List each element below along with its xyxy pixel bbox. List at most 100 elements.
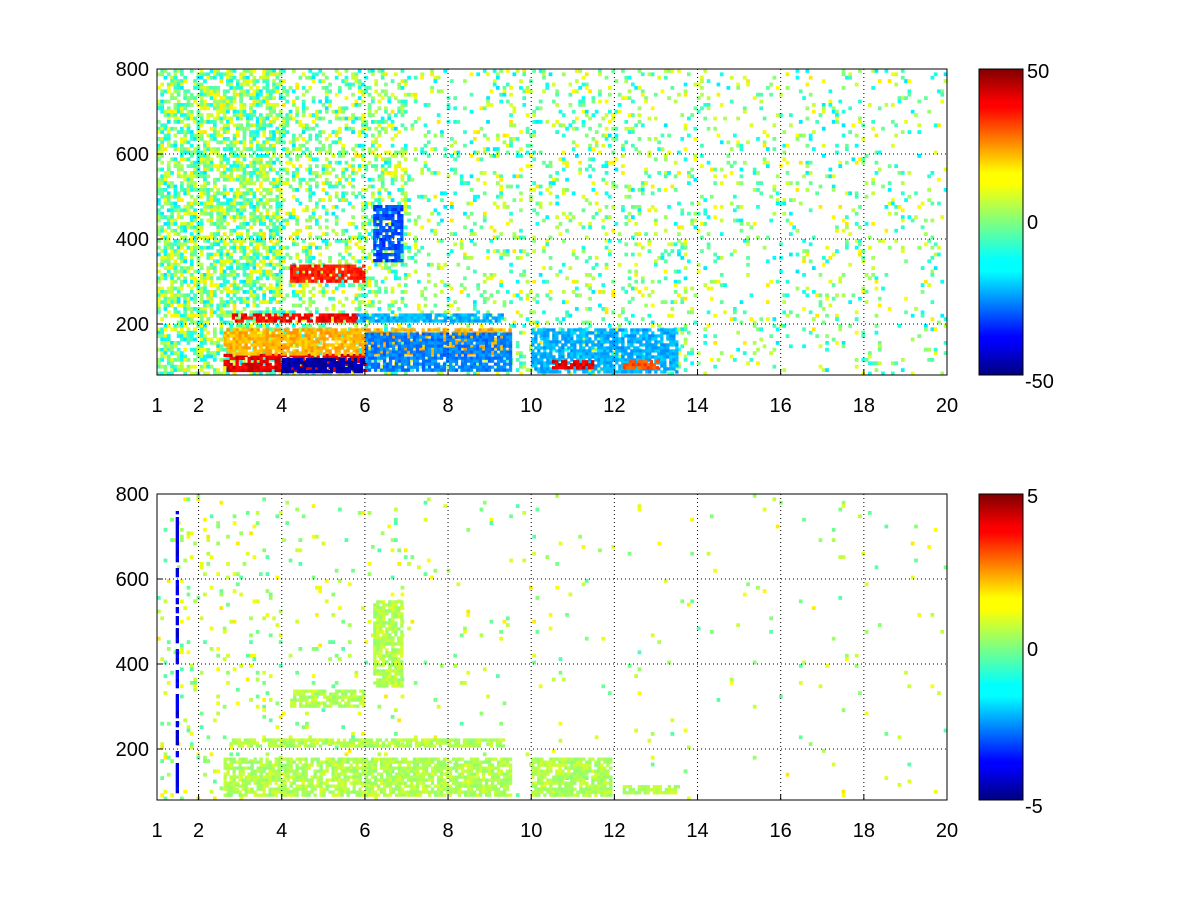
heatmap-cell bbox=[492, 79, 497, 83]
heatmap-cell bbox=[298, 184, 303, 189]
heatmap-cell bbox=[239, 116, 243, 121]
heatmap-cell bbox=[426, 279, 431, 284]
heatmap-cell bbox=[232, 106, 237, 111]
heatmap-cell bbox=[232, 69, 237, 73]
heatmap-cell bbox=[265, 324, 270, 328]
heatmap-cell bbox=[229, 205, 234, 209]
heatmap-cell bbox=[354, 293, 359, 298]
heatmap-cell bbox=[390, 177, 395, 182]
heatmap-cell bbox=[361, 194, 365, 199]
heatmap-cell bbox=[808, 330, 813, 335]
heatmap-cell bbox=[321, 72, 326, 77]
heatmap-cell bbox=[295, 137, 299, 141]
heatmap-cell bbox=[555, 194, 559, 199]
heatmap-cell bbox=[239, 222, 243, 226]
heatmap-cell bbox=[522, 330, 527, 335]
heatmap-cell bbox=[272, 150, 276, 155]
heatmap-cell bbox=[268, 133, 273, 138]
heatmap-cell bbox=[259, 171, 263, 175]
heatmap-cell bbox=[542, 249, 546, 253]
heatmap-cell bbox=[232, 86, 237, 90]
heatmap-cell bbox=[338, 310, 342, 315]
heatmap-cell bbox=[367, 106, 372, 111]
heatmap-cell bbox=[157, 262, 161, 267]
heatmap-cell bbox=[193, 320, 197, 325]
heatmap-cell bbox=[193, 327, 197, 332]
heatmap-cell bbox=[450, 154, 454, 158]
heatmap-cell bbox=[268, 109, 273, 114]
heatmap-cell bbox=[742, 106, 747, 111]
heatmap-cell bbox=[226, 167, 230, 172]
heatmap-cell bbox=[324, 171, 329, 175]
heatmap-cell bbox=[594, 256, 599, 260]
heatmap-cell bbox=[180, 242, 184, 247]
heatmap-cell bbox=[324, 75, 329, 80]
heatmap-cell bbox=[305, 249, 309, 253]
heatmap-cell bbox=[259, 126, 263, 131]
heatmap-cell bbox=[268, 164, 273, 168]
heatmap-cell bbox=[282, 147, 286, 151]
heatmap-cell bbox=[173, 296, 178, 301]
heatmap-cell bbox=[344, 160, 349, 165]
heatmap-cell bbox=[446, 252, 451, 257]
heatmap-cell bbox=[670, 249, 675, 253]
heatmap-cell bbox=[334, 133, 339, 138]
heatmap-cell bbox=[644, 99, 648, 104]
heatmap-cell bbox=[354, 194, 359, 199]
heatmap-cell bbox=[400, 167, 405, 172]
heatmap-cell bbox=[505, 358, 510, 362]
heatmap-cell bbox=[779, 92, 783, 97]
heatmap-cell bbox=[344, 198, 349, 202]
heatmap-cell bbox=[321, 293, 326, 298]
heatmap-cell bbox=[719, 300, 724, 304]
heatmap-cell bbox=[624, 222, 629, 226]
heatmap-cell bbox=[390, 371, 395, 376]
heatmap-cell bbox=[199, 133, 204, 138]
heatmap-cell bbox=[558, 109, 563, 114]
heatmap-cell bbox=[584, 167, 589, 172]
heatmap-cell bbox=[268, 222, 273, 226]
heatmap-cell bbox=[673, 242, 678, 247]
heatmap-cell bbox=[301, 290, 306, 294]
heatmap-cell bbox=[328, 371, 332, 376]
heatmap-cell bbox=[275, 256, 280, 260]
heatmap-cell bbox=[255, 96, 260, 100]
heatmap-cell bbox=[186, 245, 191, 250]
heatmap-cell bbox=[328, 256, 332, 260]
heatmap-cell bbox=[239, 211, 243, 216]
heatmap-cell bbox=[552, 99, 556, 104]
heatmap-cell bbox=[166, 208, 171, 213]
heatmap-cell bbox=[176, 82, 181, 87]
heatmap-cell bbox=[374, 262, 378, 267]
heatmap-cell bbox=[259, 235, 263, 240]
heatmap-cell bbox=[575, 293, 579, 298]
heatmap-cell bbox=[344, 259, 349, 264]
heatmap-cell bbox=[525, 368, 530, 372]
heatmap-cell bbox=[176, 252, 181, 257]
heatmap-cell bbox=[183, 157, 187, 162]
heatmap-cell bbox=[160, 174, 164, 179]
heatmap-cell bbox=[347, 181, 352, 185]
heatmap-cell bbox=[255, 276, 260, 281]
heatmap-cell bbox=[278, 286, 283, 291]
heatmap-cell bbox=[667, 150, 671, 155]
heatmap-cell bbox=[259, 222, 263, 226]
heatmap-cell bbox=[213, 120, 217, 124]
heatmap-cell bbox=[229, 198, 234, 202]
heatmap-cell bbox=[640, 181, 645, 185]
heatmap-cell bbox=[387, 113, 392, 117]
heatmap-cell bbox=[351, 191, 355, 196]
heatmap-cell bbox=[746, 361, 750, 366]
heatmap-cell bbox=[196, 269, 201, 274]
heatmap-cell bbox=[384, 82, 388, 87]
heatmap-cell bbox=[232, 160, 237, 165]
heatmap-cell bbox=[482, 296, 487, 301]
heatmap-cell bbox=[183, 228, 187, 233]
heatmap-cell bbox=[371, 205, 375, 209]
heatmap-cell bbox=[189, 317, 194, 321]
heatmap-cell bbox=[245, 120, 250, 124]
heatmap-cell bbox=[170, 327, 174, 332]
heatmap-cell bbox=[769, 194, 773, 199]
heatmap-cell bbox=[275, 249, 280, 253]
